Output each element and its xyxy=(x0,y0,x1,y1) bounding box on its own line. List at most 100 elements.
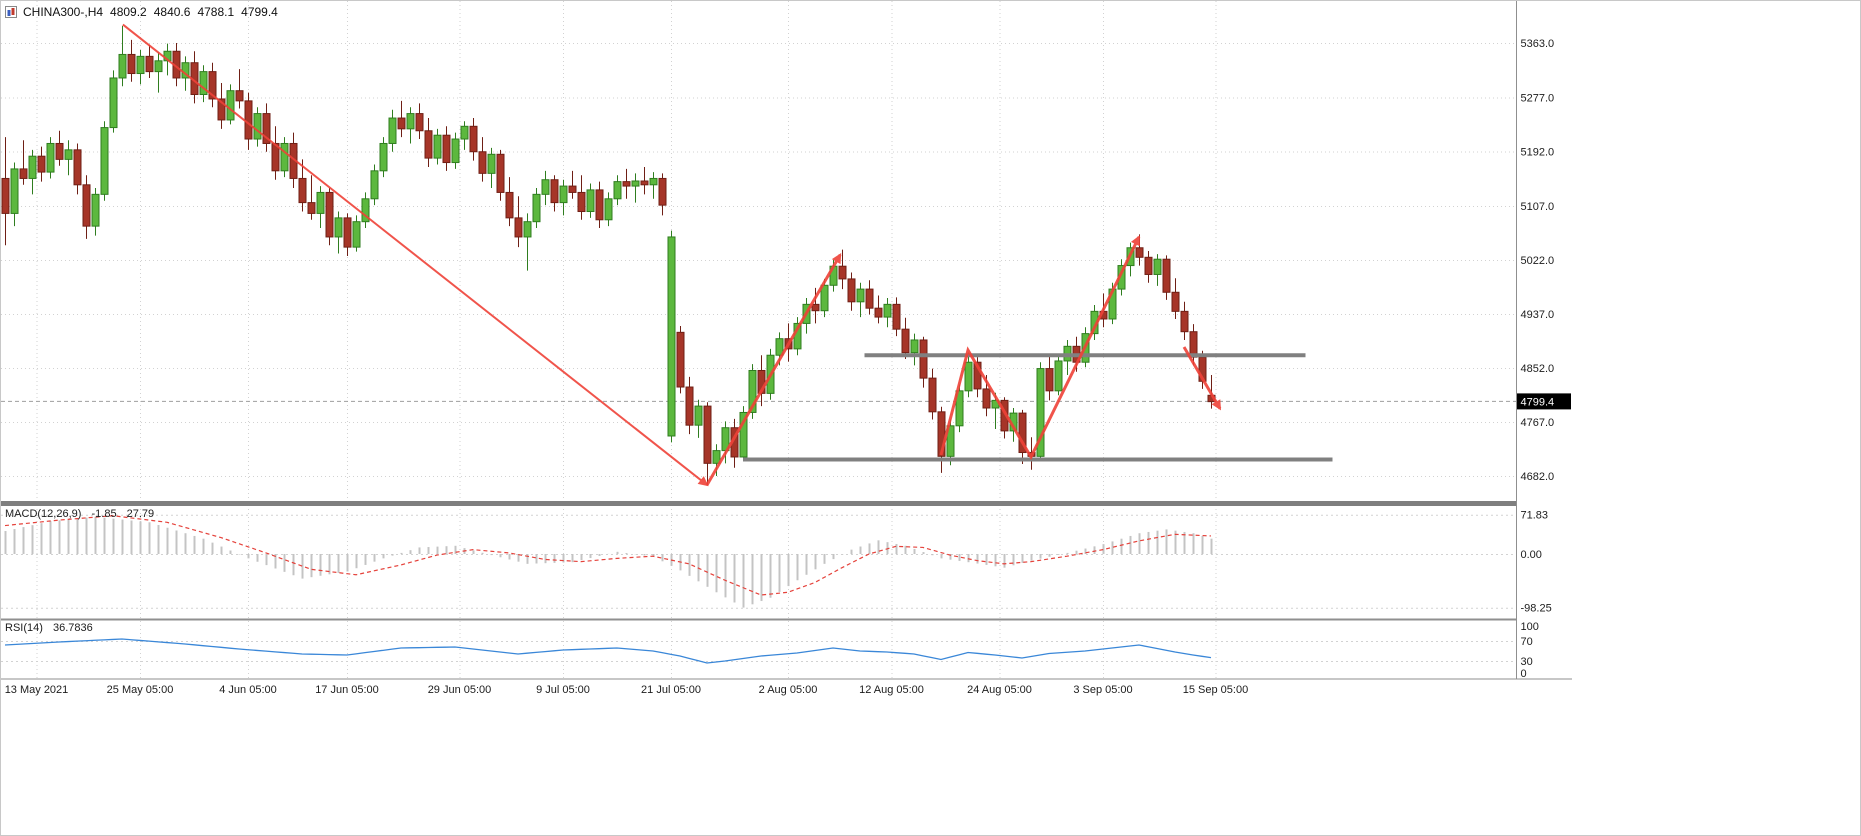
symbol-timeframe-label: CHINA300-,H4 xyxy=(23,5,104,19)
trend-arrow[interactable] xyxy=(122,23,709,487)
candle xyxy=(325,187,334,246)
candle xyxy=(532,187,541,229)
ohlc-high-value: 4840.6 xyxy=(153,5,191,19)
date-axis-label: 9 Jul 05:00 xyxy=(536,684,590,696)
date-axis-label: 15 Sep 05:00 xyxy=(1183,684,1248,696)
price-axis-label: 5022.0 xyxy=(1521,255,1555,267)
candle xyxy=(595,181,604,229)
rsi-line xyxy=(4,638,1212,664)
candle xyxy=(856,282,865,318)
candle xyxy=(694,399,703,438)
panel-separator-macd-rsi[interactable] xyxy=(1,618,1516,621)
candle xyxy=(226,84,235,125)
candle xyxy=(577,175,586,220)
candle xyxy=(1,137,10,246)
ohlc-close-value: 4799.4 xyxy=(241,5,278,19)
candle xyxy=(307,175,316,220)
candle xyxy=(676,325,685,394)
candle xyxy=(199,65,208,103)
candle xyxy=(667,230,676,443)
candle xyxy=(118,25,127,87)
candle xyxy=(505,177,514,227)
candle xyxy=(55,130,64,166)
candle xyxy=(424,118,433,168)
candle xyxy=(919,336,928,388)
candle xyxy=(91,187,100,236)
candle xyxy=(109,70,118,133)
candle xyxy=(703,402,712,485)
candle xyxy=(217,83,226,129)
candle xyxy=(100,121,109,201)
candle xyxy=(820,278,829,318)
panel-separator-main-macd[interactable] xyxy=(1,501,1516,506)
candle xyxy=(37,146,46,182)
candle xyxy=(298,159,307,212)
candle xyxy=(370,164,379,206)
candle xyxy=(1054,355,1063,396)
candle xyxy=(136,49,145,85)
candle xyxy=(739,406,748,461)
candle xyxy=(586,183,595,218)
date-axis-label: 4 Jun 05:00 xyxy=(219,684,277,696)
candle xyxy=(496,149,505,201)
candle xyxy=(316,186,325,229)
candle xyxy=(568,170,577,199)
candle xyxy=(451,132,460,169)
date-axis-label: 12 Aug 05:00 xyxy=(859,684,924,696)
candle xyxy=(658,173,667,216)
chart-background xyxy=(1,1,1572,703)
candle xyxy=(73,143,82,195)
date-axis-label: 3 Sep 05:00 xyxy=(1073,684,1132,696)
trend-arrow[interactable] xyxy=(939,235,1141,461)
current-price-badge xyxy=(1517,393,1571,410)
date-axis-label: 21 Jul 05:00 xyxy=(641,684,701,696)
candle xyxy=(559,179,568,216)
candle xyxy=(1162,255,1171,300)
candle xyxy=(442,126,451,171)
candle xyxy=(928,368,937,420)
candle xyxy=(550,175,559,212)
macd-axis-label: -98.25 xyxy=(1521,603,1552,615)
trend-arrow[interactable] xyxy=(1182,346,1222,411)
candle xyxy=(874,295,883,324)
candle xyxy=(235,69,244,109)
macd-name: MACD(12,26,9) xyxy=(5,508,82,520)
price-axis-label: 5277.0 xyxy=(1521,93,1555,105)
candle xyxy=(280,137,289,178)
candle xyxy=(469,118,478,161)
candle xyxy=(622,168,631,199)
candle xyxy=(397,100,406,138)
rsi-value: 36.7836 xyxy=(52,622,93,634)
chart-window-icon xyxy=(5,6,17,18)
candle xyxy=(1171,278,1180,319)
candle xyxy=(460,121,469,150)
candle xyxy=(379,137,388,178)
macd-axis-label: 71.83 xyxy=(1521,510,1549,522)
candle xyxy=(1153,254,1162,286)
price-axis-label: 5107.0 xyxy=(1521,201,1555,213)
date-axis-label: 29 Jun 05:00 xyxy=(428,684,492,696)
candle xyxy=(388,109,397,152)
candle xyxy=(343,213,352,257)
candle xyxy=(604,192,613,227)
date-axis-label: 25 May 05:00 xyxy=(107,684,174,696)
candle xyxy=(901,317,910,360)
candle xyxy=(1180,301,1189,340)
candle xyxy=(523,213,532,271)
candle xyxy=(1045,354,1054,401)
candle xyxy=(1018,409,1027,464)
date-axis-label: 13 May 2021 xyxy=(5,684,69,696)
rsi-indicator-label: RSI(14) 36.7836 xyxy=(5,622,100,634)
candle xyxy=(487,147,496,188)
price-chart-canvas[interactable]: 5363.0 5277.0 5192.0 5107.0 5022.0 4937.0 4852… xyxy=(1,1,1572,703)
macd-histogram xyxy=(4,516,1213,608)
candle xyxy=(415,103,424,140)
candle xyxy=(514,196,523,248)
trend-arrow[interactable] xyxy=(705,253,842,486)
candle xyxy=(253,107,262,147)
price-axis-label: 4767.0 xyxy=(1521,417,1555,429)
candle xyxy=(847,272,856,311)
candle xyxy=(838,249,847,290)
candle xyxy=(613,175,622,206)
macd-signal-line xyxy=(4,515,1212,596)
